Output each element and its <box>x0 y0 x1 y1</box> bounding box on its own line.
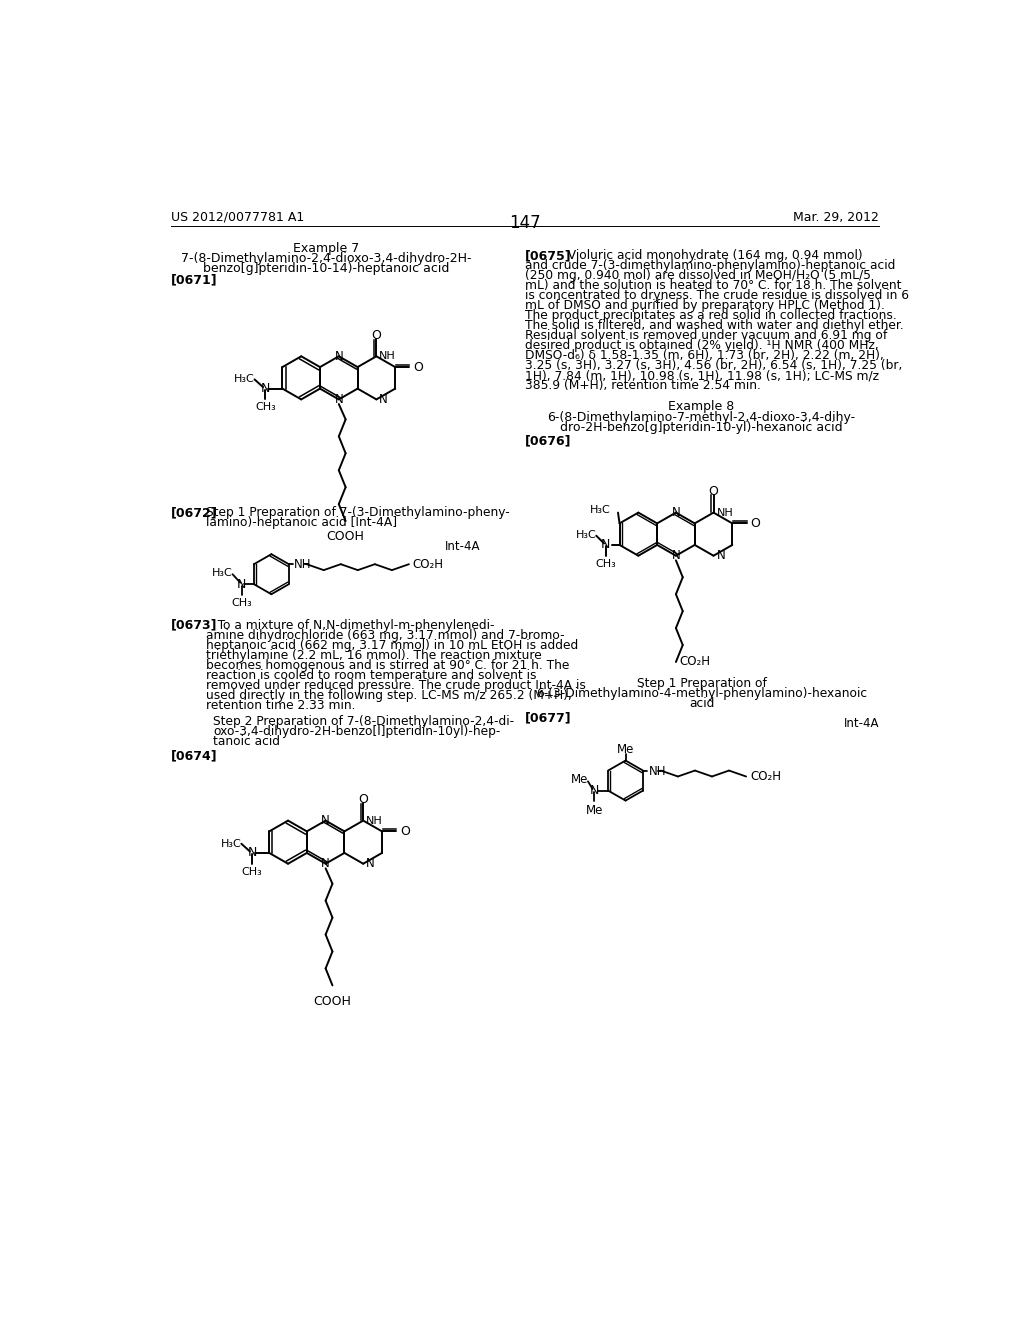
Text: H₃C: H₃C <box>220 838 242 849</box>
Text: [0674]: [0674] <box>171 750 217 763</box>
Text: heptanoic acid (662 mg, 3.17 mmol) in 10 mL EtOH is added: heptanoic acid (662 mg, 3.17 mmol) in 10… <box>206 639 578 652</box>
Text: [0677]: [0677] <box>524 711 571 725</box>
Text: lamino)-heptanoic acid [Int-4A]: lamino)-heptanoic acid [Int-4A] <box>206 516 396 529</box>
Text: triethylamine (2.2 mL, 16 mmol). The reaction mixture: triethylamine (2.2 mL, 16 mmol). The rea… <box>206 649 542 661</box>
Text: CO₂H: CO₂H <box>413 557 443 570</box>
Text: 385.9 (M+H), retention time 2.54 min.: 385.9 (M+H), retention time 2.54 min. <box>524 379 761 392</box>
Text: 1H), 7.84 (m, 1H), 10.98 (s, 1H), 11.98 (s, 1H); LC-MS m/z: 1H), 7.84 (m, 1H), 10.98 (s, 1H), 11.98 … <box>524 370 879 383</box>
Text: N: N <box>717 549 725 562</box>
Text: oxo-3,4-dihydro-2H-benzo[l]pteridin-10yl)-hep-: oxo-3,4-dihydro-2H-benzo[l]pteridin-10yl… <box>213 725 501 738</box>
Text: H₃C: H₃C <box>590 506 610 515</box>
Text: Me: Me <box>570 774 588 787</box>
Text: The solid is filtered, and washed with water and diethyl ether.: The solid is filtered, and washed with w… <box>524 319 903 333</box>
Text: O: O <box>709 484 719 498</box>
Text: and crude 7-(3-dimethylamino-phenylamino)-heptanoic acid: and crude 7-(3-dimethylamino-phenylamino… <box>524 259 895 272</box>
Text: 3.25 (s, 3H), 3.27 (s, 3H), 4.56 (br, 2H), 6.54 (s, 1H), 7.25 (br,: 3.25 (s, 3H), 3.27 (s, 3H), 4.56 (br, 2H… <box>524 359 902 372</box>
Text: mL) and the solution is heated to 70° C. for 18 h. The solvent: mL) and the solution is heated to 70° C.… <box>524 280 901 292</box>
Text: COOH: COOH <box>313 995 351 1007</box>
Text: Me: Me <box>616 743 634 756</box>
Text: N: N <box>238 578 247 591</box>
Text: reaction is cooled to room temperature and solvent is: reaction is cooled to room temperature a… <box>206 669 536 682</box>
Text: mL of DMSO and purified by preparatory HPLC (Method 1).: mL of DMSO and purified by preparatory H… <box>524 300 885 313</box>
Text: CO₂H: CO₂H <box>680 656 711 668</box>
Text: To a mixture of N,N-dimethyl-m-phenylenedi-: To a mixture of N,N-dimethyl-m-phenylene… <box>206 619 494 632</box>
Text: (250 mg, 0.940 mol) are dissolved in MeOH/H₂O (5 mL/5: (250 mg, 0.940 mol) are dissolved in MeO… <box>524 269 870 282</box>
Text: amine dihydrochloride (663 mg, 3.17 mmol) and 7-bromo-: amine dihydrochloride (663 mg, 3.17 mmol… <box>206 628 564 642</box>
Text: Example 8: Example 8 <box>669 400 734 413</box>
Text: N: N <box>322 857 330 870</box>
Text: O: O <box>400 825 410 838</box>
Text: CH₃: CH₃ <box>242 867 262 876</box>
Text: Int-4A: Int-4A <box>844 718 879 730</box>
Text: NH: NH <box>649 764 667 777</box>
Text: retention time 2.33 min.: retention time 2.33 min. <box>206 700 355 711</box>
Text: H₃C: H₃C <box>233 375 255 384</box>
Text: O: O <box>751 517 760 529</box>
Text: removed under reduced pressure. The crude product Int-4A is: removed under reduced pressure. The crud… <box>206 678 586 692</box>
Text: DMSO-d₆) δ 1.58-1.35 (m, 6H), 1.73 (br, 2H), 2.22 (m, 2H),: DMSO-d₆) δ 1.58-1.35 (m, 6H), 1.73 (br, … <box>524 350 884 363</box>
Text: N: N <box>261 381 270 395</box>
Text: Violuric acid monohydrate (164 mg, 0.94 mmol): Violuric acid monohydrate (164 mg, 0.94 … <box>560 249 862 263</box>
Text: desired product is obtained (2% yield). ¹H NMR (400 MHz,: desired product is obtained (2% yield). … <box>524 339 879 352</box>
Text: O: O <box>372 329 381 342</box>
Text: 6-(8-Dimethylamino-7-methyl-2,4-dioxo-3,4-dihy-: 6-(8-Dimethylamino-7-methyl-2,4-dioxo-3,… <box>548 411 856 424</box>
Text: N: N <box>335 350 343 363</box>
Text: NH: NH <box>366 816 382 825</box>
Text: N: N <box>601 539 610 552</box>
Text: CH₃: CH₃ <box>595 558 616 569</box>
Text: tanoic acid: tanoic acid <box>213 735 281 748</box>
Text: Step 1 Preparation of 7-(3-Dimethylamino-pheny-: Step 1 Preparation of 7-(3-Dimethylamino… <box>206 507 509 520</box>
Text: H₃C: H₃C <box>212 569 232 578</box>
Text: [0672]: [0672] <box>171 507 217 520</box>
Text: 147: 147 <box>509 214 541 232</box>
Text: N: N <box>366 857 375 870</box>
Text: N: N <box>335 393 343 407</box>
Text: N: N <box>672 549 680 562</box>
Text: NH: NH <box>717 508 733 517</box>
Text: acid: acid <box>689 697 714 710</box>
Text: benzo[g]pteridin-10-14)-heptanoic acid: benzo[g]pteridin-10-14)-heptanoic acid <box>203 261 450 275</box>
Text: 7-(8-Dimethylamino-2,4-dioxo-3,4-dihydro-2H-: 7-(8-Dimethylamino-2,4-dioxo-3,4-dihydro… <box>181 252 472 264</box>
Text: Int-4A: Int-4A <box>445 540 480 553</box>
Text: O: O <box>414 360 423 374</box>
Text: becomes homogenous and is stirred at 90° C. for 21 h. The: becomes homogenous and is stirred at 90°… <box>206 659 569 672</box>
Text: N: N <box>590 784 599 797</box>
Text: CH₃: CH₃ <box>255 403 275 412</box>
Text: is concentrated to dryness. The crude residue is dissolved in 6: is concentrated to dryness. The crude re… <box>524 289 909 302</box>
Text: Step 1 Preparation of: Step 1 Preparation of <box>637 677 766 689</box>
Text: Residual solvent is removed under vacuum and 6.91 mg of: Residual solvent is removed under vacuum… <box>524 330 887 342</box>
Text: 6-(3-Dimethylamino-4-methyl-phenylamino)-hexanoic: 6-(3-Dimethylamino-4-methyl-phenylamino)… <box>536 686 867 700</box>
Text: [0675]: [0675] <box>524 249 571 263</box>
Text: Step 2 Preparation of 7-(8-Dimethylamino-2,4-di-: Step 2 Preparation of 7-(8-Dimethylamino… <box>213 715 514 729</box>
Text: CO₂H: CO₂H <box>750 770 781 783</box>
Text: US 2012/0077781 A1: US 2012/0077781 A1 <box>171 211 304 224</box>
Text: N: N <box>248 846 257 859</box>
Text: H₃C: H₃C <box>575 529 596 540</box>
Text: [0673]: [0673] <box>171 619 217 632</box>
Text: N: N <box>379 393 387 407</box>
Text: COOH: COOH <box>327 531 365 544</box>
Text: Mar. 29, 2012: Mar. 29, 2012 <box>794 211 879 224</box>
Text: Me: Me <box>586 804 603 817</box>
Text: NH: NH <box>294 558 311 572</box>
Text: [0676]: [0676] <box>524 434 571 447</box>
Text: dro-2H-benzo[g]pteridin-10-yl)-hexanoic acid: dro-2H-benzo[g]pteridin-10-yl)-hexanoic … <box>560 421 843 434</box>
Text: N: N <box>322 814 330 828</box>
Text: The product precipitates as a red solid in collected fractions.: The product precipitates as a red solid … <box>524 309 897 322</box>
Text: NH: NH <box>379 351 395 362</box>
Text: used directly in the following step. LC-MS m/z 265.2 (M+H),: used directly in the following step. LC-… <box>206 689 571 702</box>
Text: O: O <box>358 793 369 805</box>
Text: [0671]: [0671] <box>171 275 217 286</box>
Text: CH₃: CH₃ <box>231 598 252 609</box>
Text: N: N <box>672 506 680 519</box>
Text: Example 7: Example 7 <box>293 242 359 255</box>
